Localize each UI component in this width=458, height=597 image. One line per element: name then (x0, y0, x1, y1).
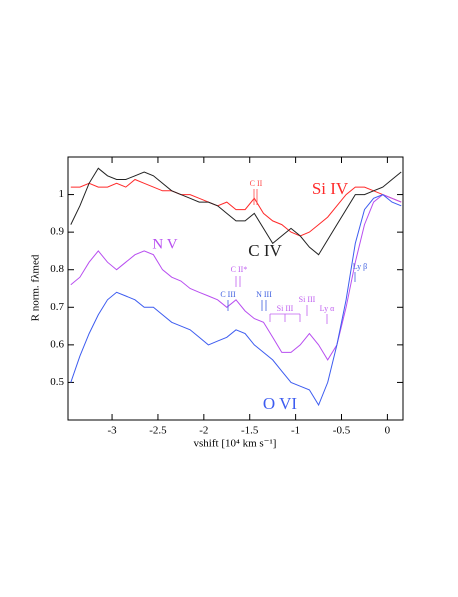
ion-label: C II (250, 179, 263, 188)
series-label: N V (152, 236, 177, 252)
y-tick-label: 0.5 (50, 376, 64, 388)
series-line (70, 178, 402, 237)
x-tick-label: 0 (385, 425, 391, 437)
x-axis-label: vshift [10⁴ km s⁻¹] (194, 438, 277, 450)
x-tick-label: -2 (199, 425, 208, 437)
series-line (70, 194, 402, 407)
series-line (70, 167, 402, 256)
x-tick-label: -1.5 (241, 425, 259, 437)
x-tick-label: -1 (291, 425, 300, 437)
ion-label: C II* (231, 265, 248, 274)
y-tick-label: 0.6 (50, 338, 64, 350)
series-label: O VI (263, 394, 297, 413)
series-line (70, 194, 402, 361)
ion-label: C III (220, 290, 236, 299)
y-axis-label: R norm. fλmed (30, 254, 42, 321)
x-tick-label: -0.5 (333, 425, 351, 437)
ion-label: Si III (299, 295, 316, 304)
y-tick-label: 0.7 (50, 301, 64, 313)
ion-label: Si III (277, 304, 294, 313)
plot-frame (67, 156, 404, 421)
ion-label: N III (256, 290, 272, 299)
y-tick-label: 0.9 (50, 226, 64, 238)
ion-label: Ly β (353, 262, 368, 271)
ion-label: Ly α (320, 304, 335, 313)
x-tick-label: -3 (107, 425, 117, 437)
x-tick-label: -2.5 (149, 425, 167, 437)
y-tick-label: 0.8 (50, 263, 64, 275)
y-tick-label: 1 (59, 188, 65, 200)
series-label: Si IV (312, 179, 349, 198)
series-label: C IV (248, 241, 282, 260)
